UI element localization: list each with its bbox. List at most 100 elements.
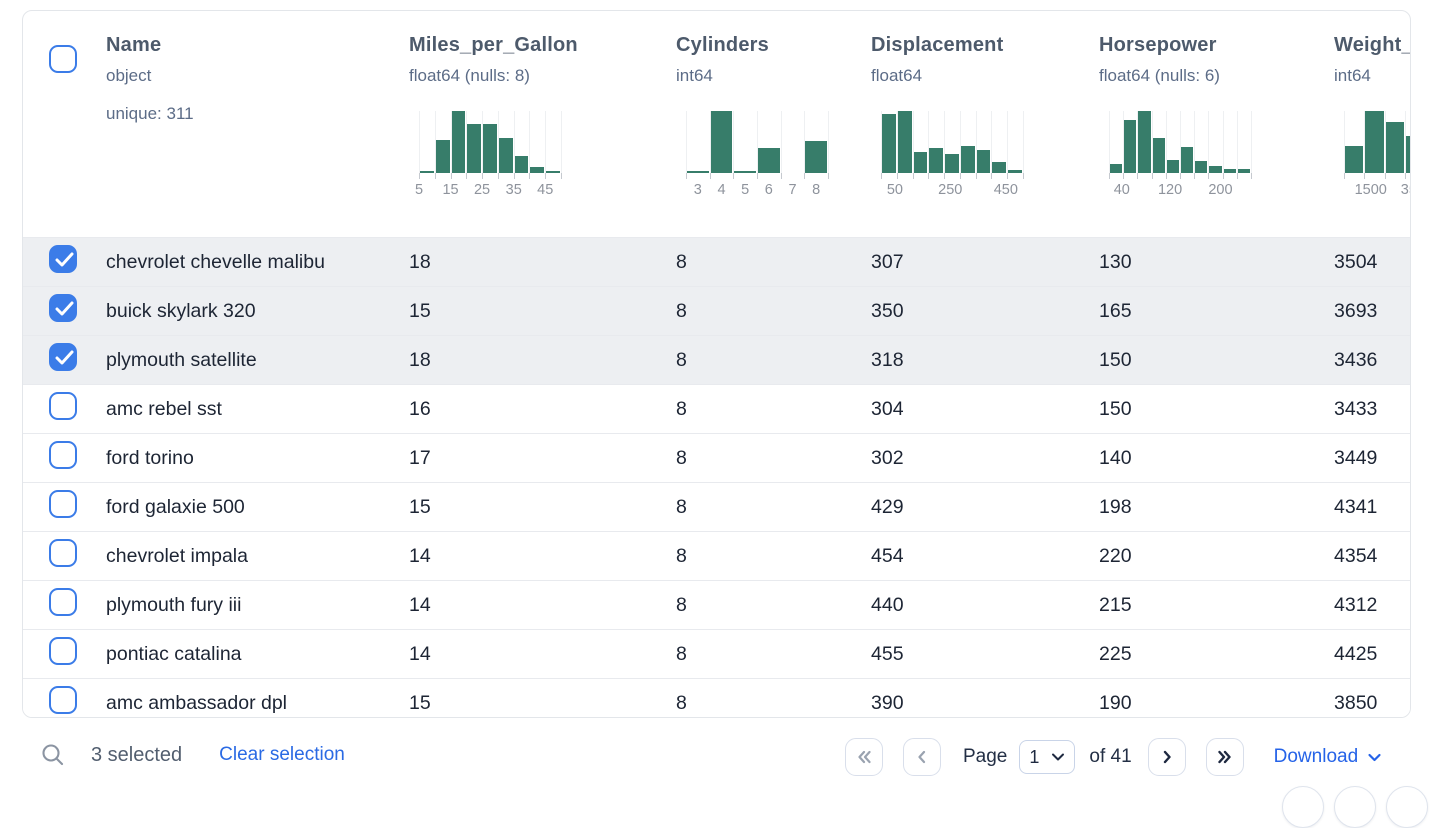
column-dtype: object bbox=[106, 66, 152, 85]
cell-value: 8 bbox=[676, 544, 687, 567]
row-checkbox[interactable] bbox=[49, 490, 77, 518]
last-page-button[interactable] bbox=[1205, 738, 1244, 776]
table-row: amc rebel sst 16 8 304 150 3433 bbox=[23, 384, 1410, 433]
cell-value: 18 bbox=[409, 250, 431, 273]
column-header-displacement[interactable]: Displacement float64 50 250 450 bbox=[871, 11, 1099, 237]
cut-off-button[interactable] bbox=[1282, 786, 1324, 828]
cell-value: 8 bbox=[676, 691, 687, 714]
hist-tick-label: 450 bbox=[993, 182, 1018, 198]
column-dtype: float64 (nulls: 8) bbox=[409, 66, 530, 85]
row-checkbox-cell bbox=[23, 637, 106, 671]
cell-value: 14 bbox=[409, 544, 431, 567]
cell-name: chevrolet chevelle malibu bbox=[106, 250, 325, 273]
hist-tick-label: 7 bbox=[788, 182, 797, 198]
cell-value: 150 bbox=[1099, 397, 1132, 420]
select-all-checkbox[interactable] bbox=[49, 45, 77, 73]
page-number-value: 1 bbox=[1029, 746, 1040, 767]
row-checkbox-cell bbox=[23, 490, 106, 524]
hist-tick-label: 1500 bbox=[1354, 182, 1387, 198]
download-button[interactable]: Download bbox=[1274, 746, 1383, 768]
cut-off-button[interactable] bbox=[1334, 786, 1376, 828]
row-checkbox-cell bbox=[23, 441, 106, 475]
hist-tick-label: 45 bbox=[537, 182, 554, 198]
hist-tick-label: 5 bbox=[741, 182, 750, 198]
row-checkbox[interactable] bbox=[49, 539, 77, 567]
cell-value: 130 bbox=[1099, 250, 1132, 273]
histogram-weight[interactable]: 1500 3500 bbox=[1344, 111, 1410, 198]
table-row: ford torino 17 8 302 140 3449 bbox=[23, 433, 1410, 482]
column-unique-count: unique: 311 bbox=[106, 104, 194, 123]
row-checkbox[interactable] bbox=[49, 294, 77, 322]
hist-tick-label: 25 bbox=[473, 182, 491, 198]
column-header-horsepower[interactable]: Horsepower float64 (nulls: 6) 40 120 200 bbox=[1099, 11, 1334, 237]
column-title: Displacement bbox=[871, 34, 1004, 56]
cell-value: 8 bbox=[676, 250, 687, 273]
hist-tick-label: 4 bbox=[717, 182, 726, 198]
table-row: chevrolet impala 14 8 454 220 4354 bbox=[23, 531, 1410, 580]
table-row: ford galaxie 500 15 8 429 198 4341 bbox=[23, 482, 1410, 531]
histogram-miles-per-gallon[interactable]: 5 15 25 35 45 bbox=[415, 111, 562, 198]
cell-name: ford galaxie 500 bbox=[106, 495, 245, 518]
cell-value: 4425 bbox=[1334, 642, 1378, 665]
row-checkbox[interactable] bbox=[49, 343, 77, 371]
row-checkbox-cell bbox=[23, 245, 106, 279]
cell-value: 8 bbox=[676, 495, 687, 518]
page-number-select[interactable]: 1 bbox=[1019, 740, 1076, 774]
double-chevron-left-icon bbox=[858, 750, 871, 764]
selected-count-label: 3 selected bbox=[91, 743, 183, 766]
histogram-horsepower[interactable]: 40 120 200 bbox=[1109, 111, 1252, 198]
clear-selection-link[interactable]: Clear selection bbox=[219, 744, 345, 765]
cell-value: 8 bbox=[676, 397, 687, 420]
search-icon[interactable] bbox=[40, 742, 66, 768]
hist-tick-label: 15 bbox=[442, 182, 459, 198]
hist-tick-label: 200 bbox=[1208, 182, 1233, 198]
cell-value: 150 bbox=[1099, 348, 1132, 371]
column-header-name[interactable]: Name object unique: 311 bbox=[106, 11, 409, 237]
cell-value: 302 bbox=[871, 446, 904, 469]
histogram-displacement[interactable]: 50 250 450 bbox=[881, 111, 1024, 198]
row-checkbox-cell bbox=[23, 343, 106, 377]
footer-left: 3 selected Clear selection bbox=[40, 742, 345, 768]
cell-value: 8 bbox=[676, 642, 687, 665]
column-header-miles-per-gallon[interactable]: Miles_per_Gallon float64 (nulls: 8) 5 15 2… bbox=[409, 11, 676, 237]
column-dtype: float64 bbox=[871, 66, 923, 85]
hist-tick-label: 3500 bbox=[1400, 182, 1410, 198]
cell-value: 3433 bbox=[1334, 397, 1378, 420]
prev-page-button[interactable] bbox=[903, 738, 941, 776]
hist-tick-label: 8 bbox=[812, 182, 821, 198]
select-all-cell bbox=[23, 11, 106, 237]
cell-value: 3850 bbox=[1334, 691, 1378, 714]
chevron-down-icon bbox=[1368, 753, 1381, 761]
cell-name: amc rebel sst bbox=[106, 397, 222, 420]
cell-name: chevrolet impala bbox=[106, 544, 248, 567]
cut-off-button[interactable] bbox=[1386, 786, 1428, 828]
next-page-button[interactable] bbox=[1147, 738, 1186, 776]
column-dtype: int64 bbox=[1334, 66, 1371, 85]
hist-tick-label: 3 bbox=[693, 182, 702, 198]
column-header-weight[interactable]: Weight_in_lbs int64 1500 3500 bbox=[1334, 11, 1410, 237]
row-checkbox-cell bbox=[23, 588, 106, 622]
row-checkbox[interactable] bbox=[49, 392, 77, 420]
row-checkbox[interactable] bbox=[49, 441, 77, 469]
first-page-button[interactable] bbox=[845, 738, 883, 776]
cell-value: 140 bbox=[1099, 446, 1132, 469]
cell-value: 390 bbox=[871, 691, 904, 714]
cell-value: 8 bbox=[676, 593, 687, 616]
cell-name: buick skylark 320 bbox=[106, 299, 256, 322]
table-row: plymouth fury iii 14 8 440 215 4312 bbox=[23, 580, 1410, 629]
column-title: Cylinders bbox=[676, 34, 769, 56]
download-label: Download bbox=[1273, 746, 1359, 767]
cell-value: 225 bbox=[1099, 642, 1132, 665]
cell-value: 4354 bbox=[1334, 544, 1378, 567]
row-checkbox[interactable] bbox=[49, 637, 77, 665]
row-checkbox[interactable] bbox=[49, 686, 77, 714]
cell-name: plymouth fury iii bbox=[106, 593, 242, 616]
table-row: amc ambassador dpl 15 8 390 190 3850 bbox=[23, 678, 1410, 717]
cell-value: 18 bbox=[409, 348, 431, 371]
row-checkbox[interactable] bbox=[49, 588, 77, 616]
page-label: Page bbox=[963, 746, 1008, 767]
chevron-right-icon bbox=[1163, 750, 1171, 764]
row-checkbox[interactable] bbox=[49, 245, 77, 273]
